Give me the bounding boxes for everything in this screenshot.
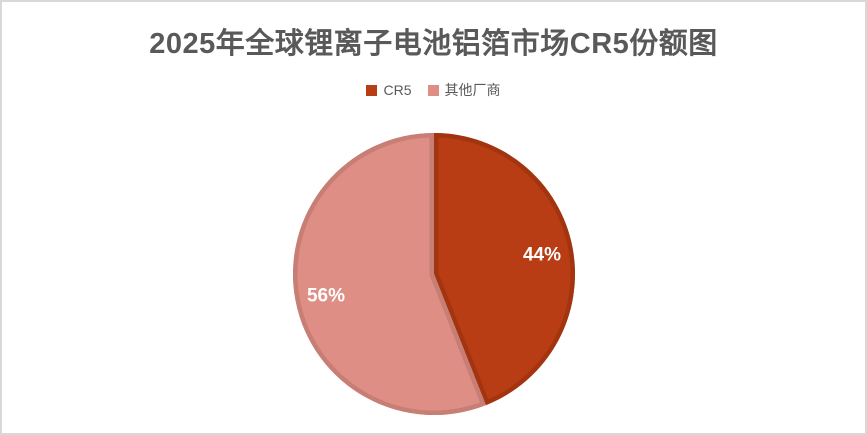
legend: CR5 其他厂商 (2, 80, 865, 100)
chart-title: 2025年全球锂离子电池铝箔市场CR5份额图 (149, 28, 718, 60)
legend-item-others: 其他厂商 (427, 80, 501, 100)
pie-slice-others (293, 133, 486, 415)
pie-slice-cr5 (434, 133, 576, 406)
legend-swatch-others (427, 84, 439, 96)
legend-item-cr5: CR5 (366, 82, 412, 98)
pie-slice-label: 56% (307, 286, 345, 307)
legend-swatch-cr5 (366, 84, 378, 96)
legend-label-others: 其他厂商 (444, 82, 501, 98)
pie-slice-border (434, 133, 576, 406)
legend-label-cr5: CR5 (383, 82, 412, 98)
pie-slice-label: 44% (523, 244, 561, 265)
pie-slice-border (293, 133, 486, 415)
